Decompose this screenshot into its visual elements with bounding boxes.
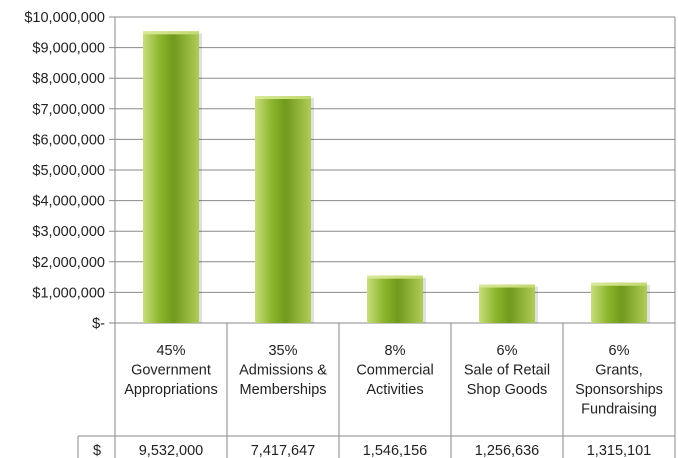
category-label-line: Appropriations — [124, 382, 218, 398]
bar — [367, 275, 423, 323]
category-label: 6% Sale of Retail Shop Goods — [464, 343, 550, 398]
category-label-line: Grants, — [595, 363, 643, 379]
y-tick-label: $4,000,000 — [32, 194, 105, 210]
bar-cap — [143, 31, 199, 35]
data-value-label: 1,546,156 — [363, 443, 428, 458]
y-tick-label: $5,000,000 — [32, 163, 105, 179]
bar-cap — [255, 96, 311, 100]
y-tick-label: $7,000,000 — [32, 102, 105, 118]
category-label-line: Memberships — [239, 382, 326, 398]
bar — [591, 282, 647, 323]
category-label-line: 45% — [156, 343, 185, 359]
bars — [143, 31, 650, 323]
category-label: 45% Government Appropriations — [124, 343, 218, 398]
bar — [479, 284, 535, 323]
bar-cap — [479, 284, 535, 288]
data-value-label: 1,315,101 — [587, 443, 652, 458]
y-tick-label: $10,000,000 — [24, 10, 105, 26]
y-axis-tick-labels: $- $1,000,000 $2,000,000 $3,000,000 $4,000,0… — [24, 10, 105, 332]
category-label-line: Sponsorships — [575, 382, 663, 398]
category-label-line: Shop Goods — [467, 382, 548, 398]
category-label-line: Commercial — [356, 363, 433, 379]
category-label-line: 6% — [609, 343, 630, 359]
y-tick-label: $- — [92, 316, 105, 332]
table-row-label: $ — [93, 443, 101, 458]
category-label-line: 6% — [497, 343, 518, 359]
y-tick-label: $2,000,000 — [32, 255, 105, 271]
category-label-line: Fundraising — [581, 402, 657, 418]
y-tick-label: $6,000,000 — [32, 132, 105, 148]
category-label-line: 8% — [385, 343, 406, 359]
category-label: 8% Commercial Activities — [356, 343, 433, 398]
category-label-line: Sale of Retail — [464, 363, 550, 379]
bar — [255, 96, 311, 323]
category-label-line: 35% — [268, 343, 297, 359]
category-label: 35% Admissions & Memberships — [239, 343, 327, 398]
category-label: 6% Grants, Sponsorships Fundraising — [575, 343, 663, 418]
data-value-label: 1,256,636 — [475, 443, 540, 458]
y-tick-label: $8,000,000 — [32, 71, 105, 87]
bar — [143, 31, 199, 323]
bar-cap — [591, 282, 647, 286]
data-value-label: 7,417,647 — [251, 443, 316, 458]
category-label-line: Government — [131, 363, 211, 379]
y-tick-label: $1,000,000 — [32, 285, 105, 301]
category-table: 45% Government Appropriations 35% Admissions… — [77, 323, 675, 458]
category-label-line: Admissions & — [239, 363, 327, 379]
category-label-line: Activities — [366, 382, 423, 398]
data-value-label: 9,532,000 — [139, 443, 204, 458]
y-tick-label: $3,000,000 — [32, 224, 105, 240]
y-tick-label: $9,000,000 — [32, 41, 105, 57]
bar-cap — [367, 275, 423, 279]
gridlines — [109, 16, 676, 458]
